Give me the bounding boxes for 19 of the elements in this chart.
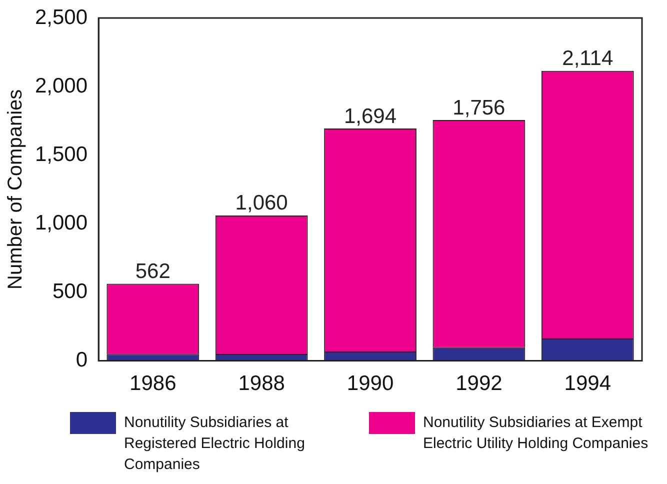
total-label: 562: [135, 260, 170, 284]
y-tick-label: 2,000: [34, 74, 88, 98]
y-tick-label: 0: [76, 348, 88, 372]
total-label: 2,114: [562, 47, 614, 70]
x-tick-label: 1986: [130, 372, 176, 396]
total-label: 1,060: [235, 192, 288, 215]
y-tick-label: 500: [52, 280, 88, 304]
total-label: 1,694: [344, 104, 397, 128]
x-tick-label: 1990: [346, 372, 394, 396]
legend-label: Nonutility Subsidiaries at Registered Electric Holding Companies: [124, 413, 306, 475]
x-tick-label: 1994: [564, 372, 612, 396]
y-tick-label: 1,000: [34, 211, 88, 234]
x-tick-label: 1992: [456, 372, 502, 396]
y-tick-label: 1,500: [34, 142, 88, 166]
total-label: 1,756: [452, 96, 506, 120]
y-axis-title: Number of Companies: [4, 89, 27, 290]
x-tick-label: 1988: [238, 372, 285, 396]
y-tick-label: 2,500: [34, 6, 88, 29]
legend-label: Nonutility Subsidiaries at Exempt Electric Utility Holding Companies: [423, 413, 650, 454]
